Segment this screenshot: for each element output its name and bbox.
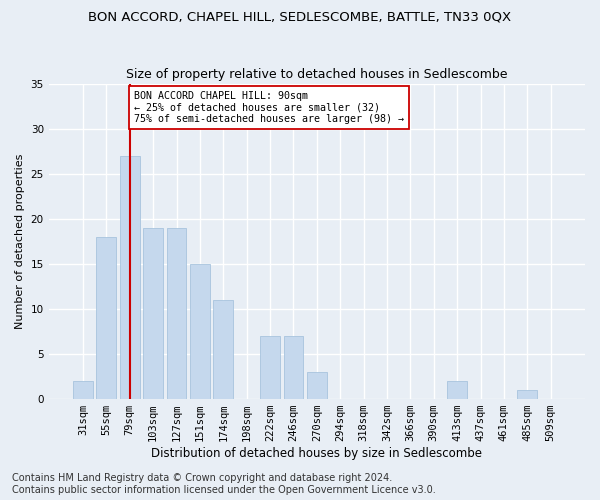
Text: BON ACCORD CHAPEL HILL: 90sqm
← 25% of detached houses are smaller (32)
75% of s: BON ACCORD CHAPEL HILL: 90sqm ← 25% of d…: [134, 91, 404, 124]
Y-axis label: Number of detached properties: Number of detached properties: [15, 154, 25, 329]
Bar: [447, 381, 467, 399]
Bar: [190, 264, 210, 399]
Bar: [214, 300, 233, 399]
Bar: [517, 390, 537, 399]
Bar: [167, 228, 187, 399]
Title: Size of property relative to detached houses in Sedlescombe: Size of property relative to detached ho…: [126, 68, 508, 81]
Bar: [143, 228, 163, 399]
X-axis label: Distribution of detached houses by size in Sedlescombe: Distribution of detached houses by size …: [151, 447, 482, 460]
Bar: [307, 372, 327, 399]
Bar: [260, 336, 280, 399]
Bar: [284, 336, 304, 399]
Bar: [97, 237, 116, 399]
Text: BON ACCORD, CHAPEL HILL, SEDLESCOMBE, BATTLE, TN33 0QX: BON ACCORD, CHAPEL HILL, SEDLESCOMBE, BA…: [88, 10, 512, 23]
Text: Contains HM Land Registry data © Crown copyright and database right 2024.
Contai: Contains HM Land Registry data © Crown c…: [12, 474, 436, 495]
Bar: [73, 381, 93, 399]
Bar: [120, 156, 140, 399]
